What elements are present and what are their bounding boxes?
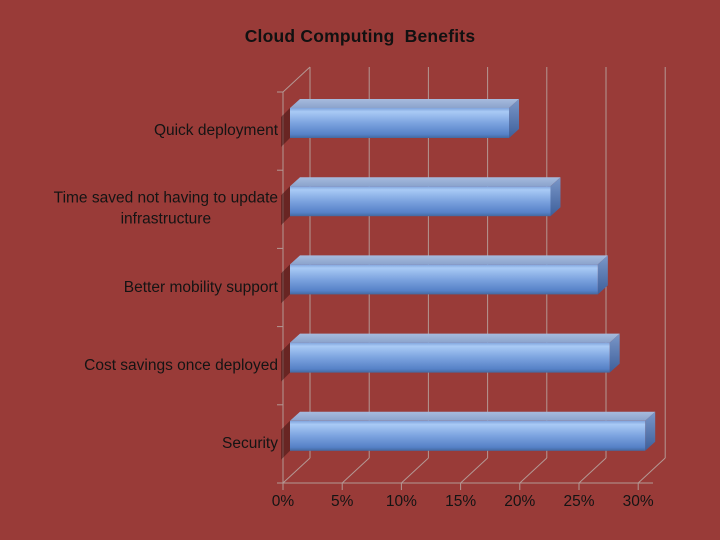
bar-side-face [609, 333, 620, 373]
x-tick-label: 10% [385, 493, 417, 510]
bar [281, 333, 620, 382]
x-tick-label: 15% [445, 493, 477, 510]
floor-gridline [637, 457, 666, 484]
floor-gridline [578, 457, 607, 484]
bar-front-face [290, 420, 646, 451]
bar-front-face [290, 108, 510, 138]
floor-gridline [341, 457, 370, 484]
bar [281, 255, 608, 304]
bar [281, 411, 656, 460]
category-label: Better mobility support [123, 278, 278, 296]
floor-gridline [401, 457, 429, 484]
bar-side-face [509, 99, 520, 138]
bar-front-face [290, 342, 610, 373]
floor-gridline [460, 457, 488, 484]
x-tick-label: 20% [504, 493, 536, 510]
bar-front-face [290, 186, 551, 217]
category-label: Security [222, 434, 278, 452]
x-tick-label: 0% [271, 493, 295, 510]
bar-top-face [290, 255, 608, 265]
floor-gridline [519, 457, 548, 484]
category-label: Quick deployment [153, 121, 278, 139]
x-tick-label: 30% [622, 493, 654, 510]
bar [281, 99, 520, 147]
bar-top-face [290, 99, 520, 108]
bar-shadow [281, 420, 290, 460]
bar-side-face [597, 255, 608, 295]
bar-side-face [645, 411, 656, 451]
bar-top-face [290, 177, 561, 187]
floor-gridline [282, 457, 311, 484]
bar [281, 177, 561, 226]
bar-top-face [290, 411, 656, 421]
x-tick-label: 5% [330, 493, 354, 510]
bar-front-face [290, 264, 598, 295]
x-tick-label: 25% [563, 493, 595, 510]
bar-shadow [281, 264, 290, 304]
bar-top-face [290, 333, 620, 343]
category-label: Time saved not having to update infrastr… [53, 189, 278, 228]
bar-series [281, 99, 656, 460]
category-label: Cost savings once deployed [84, 356, 278, 374]
bar-side-face [550, 177, 561, 217]
wall-edge-depth [282, 66, 311, 93]
bar-shadow [281, 186, 290, 226]
bar-shadow [281, 342, 290, 382]
chart-title: Cloud Computing Benefits [244, 26, 476, 46]
bar-shadow [281, 108, 290, 147]
